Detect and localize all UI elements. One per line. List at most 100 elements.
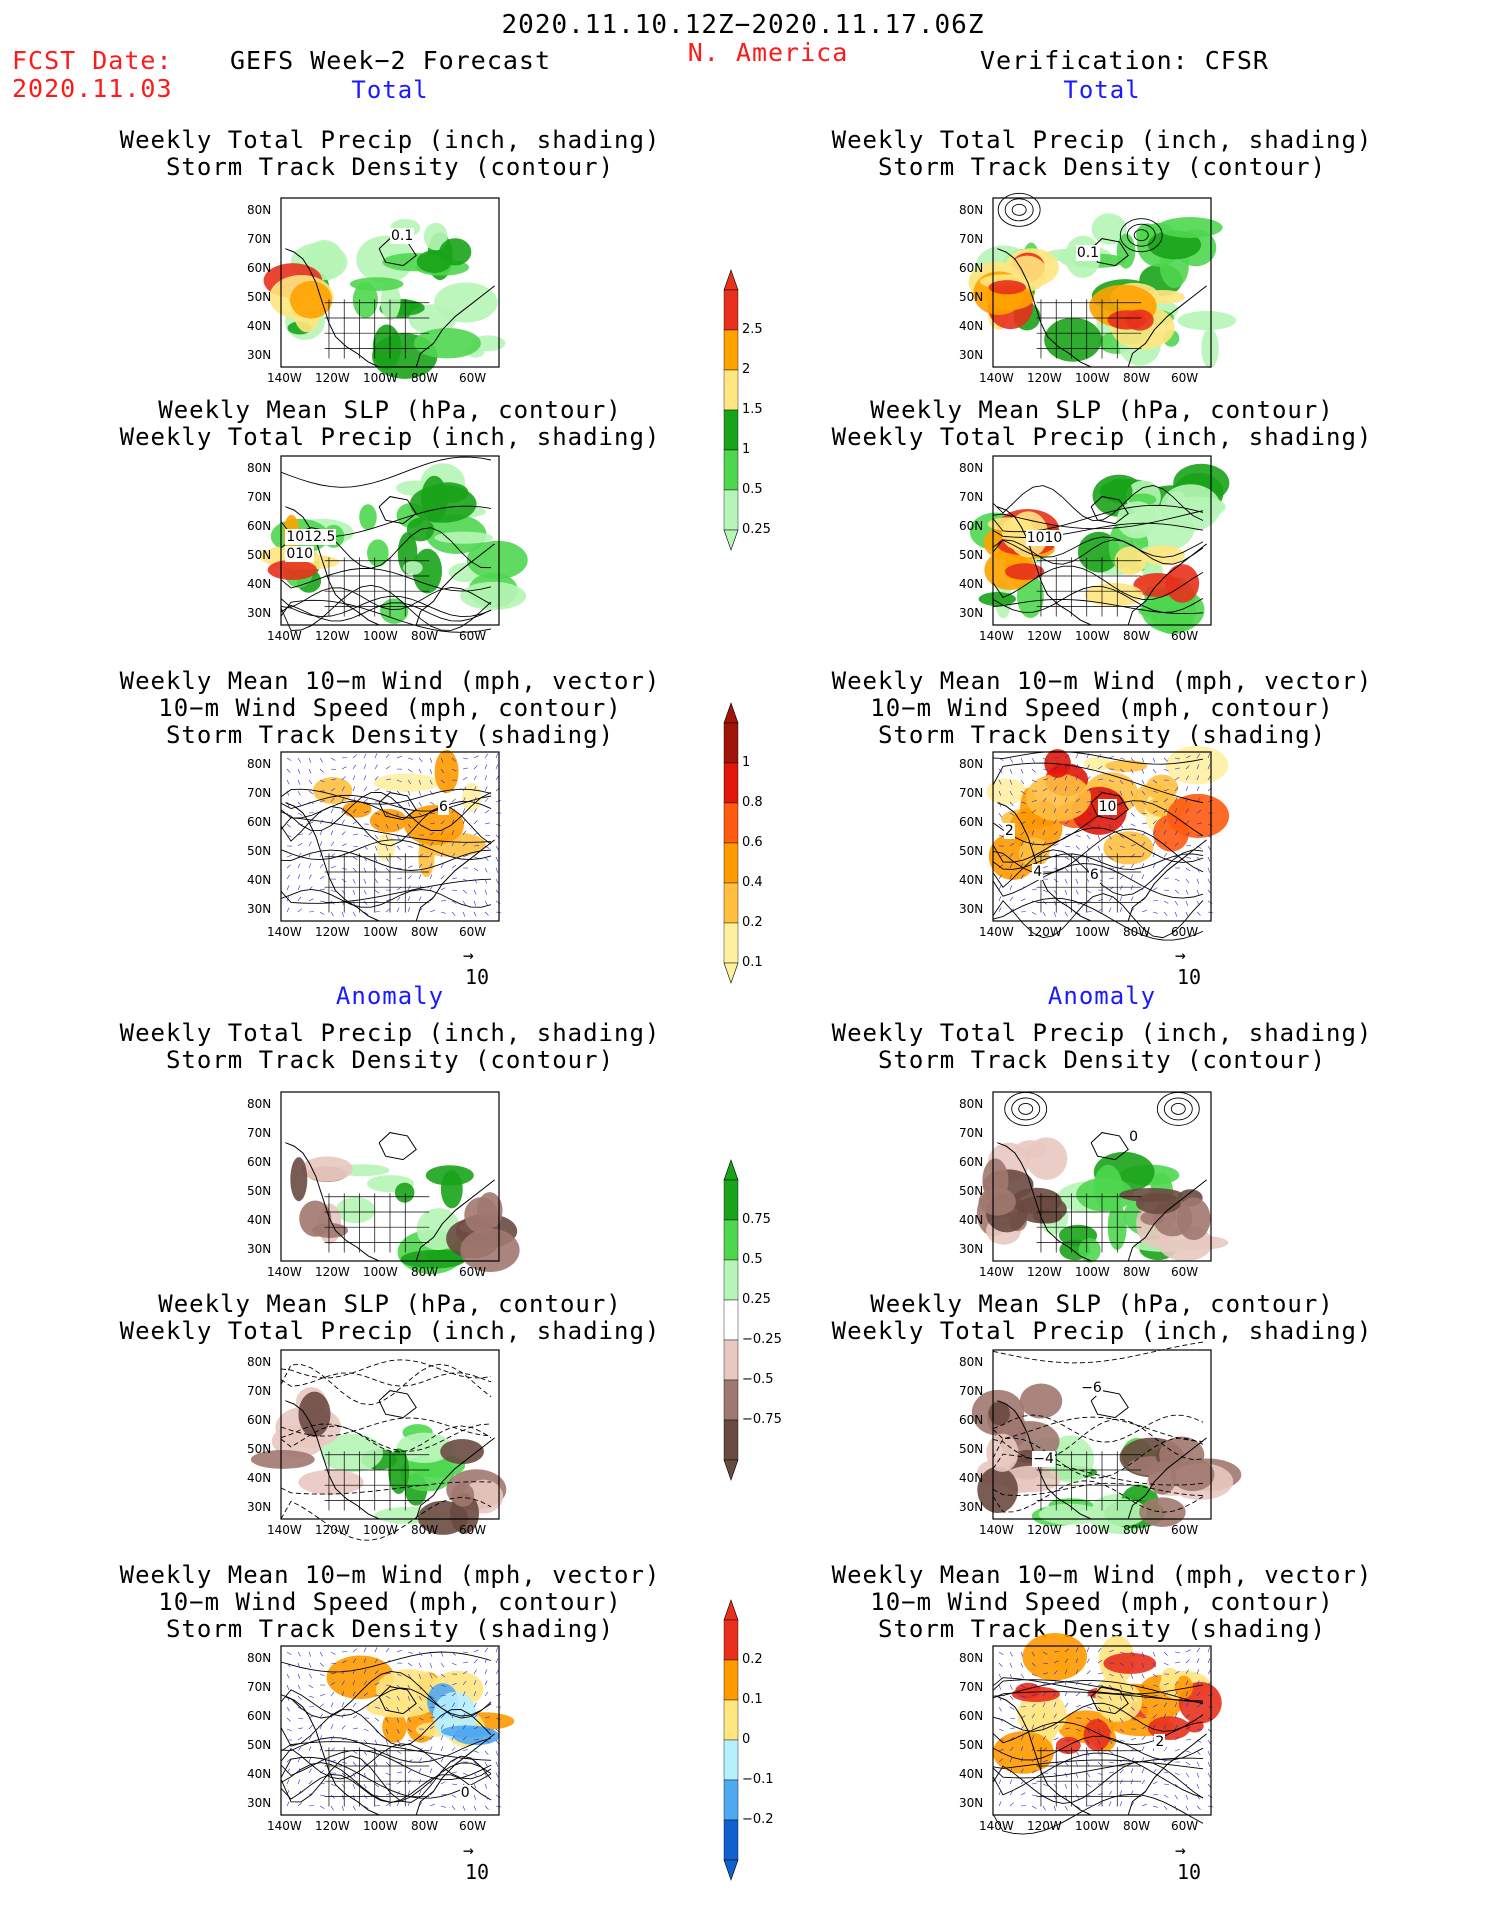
wind-vector: [1141, 1716, 1147, 1719]
wind-vector: [495, 845, 499, 851]
wind-vector: [1009, 1790, 1014, 1796]
lon-tick-label: 120W: [315, 629, 350, 643]
wind-vector: [462, 900, 466, 906]
wind-vector: [1207, 1772, 1211, 1778]
wind-vector: [451, 830, 455, 836]
wind-vector: [385, 845, 389, 851]
colorbar-label: 0.25: [742, 1292, 771, 1307]
wind-vector: [407, 1769, 412, 1774]
wind-vector: [495, 867, 499, 873]
colorbar-segment: [723, 722, 739, 764]
track-contour: [1133, 229, 1149, 242]
wind-vector: [1207, 753, 1211, 759]
wind-vector: [1020, 1662, 1024, 1668]
wind-vector: [451, 1662, 457, 1666]
colorbar-bottom-arrow: [723, 1459, 739, 1481]
wind-vector: [462, 776, 468, 781]
lat-tick-label: 30N: [247, 348, 272, 362]
map-canvas: [280, 1645, 515, 1816]
precip-heavy-shade: [1084, 582, 1143, 607]
wind-vector: [1086, 776, 1091, 781]
wind-vector: [396, 907, 400, 913]
wind-vector: [1031, 1662, 1036, 1667]
track-contour: [1018, 1102, 1034, 1115]
wind-vector: [396, 1761, 402, 1764]
map-frame: [992, 1349, 1212, 1520]
wind-vector: [286, 1768, 290, 1774]
map-frame: [992, 197, 1212, 368]
precip-anom-neg-shade: [1025, 1137, 1068, 1180]
lat-tick-label: 80N: [959, 757, 984, 771]
wind-vector: [385, 856, 389, 862]
wind-vector: [1020, 812, 1027, 814]
wind-vector: [484, 775, 488, 781]
wind-vector: [308, 790, 314, 795]
wind-vector: [330, 1713, 334, 1719]
wind-vector: [1196, 1794, 1200, 1800]
section-anomaly-forecast: Anomaly: [335, 982, 445, 1010]
slp-contour: [992, 585, 1204, 613]
lat-tick-label: 30N: [959, 348, 984, 362]
wind-vector: [451, 864, 457, 869]
wind-vector: [1185, 867, 1191, 872]
wind-vector: [1064, 878, 1068, 884]
slp-anom-contour: [280, 1425, 492, 1453]
lat-tick-label: 70N: [959, 1384, 984, 1398]
wind-vector: [319, 1724, 323, 1730]
wind-vector: [1075, 834, 1081, 838]
wind-vector: [385, 753, 390, 759]
wind-vector: [297, 1662, 301, 1668]
wind-vector: [1130, 823, 1136, 827]
wind-vector: [1020, 874, 1024, 880]
wind-vector: [396, 856, 402, 860]
wind-vector: [418, 1757, 423, 1763]
lat-tick-label: 60N: [959, 261, 984, 275]
slp-anom-contour: [280, 1372, 492, 1387]
wind-vector: [1196, 753, 1201, 759]
wind-vector: [440, 900, 447, 902]
wind-vector: [495, 775, 499, 781]
lat-tick-label: 70N: [247, 490, 272, 504]
wind-vector: [1108, 790, 1113, 795]
wind-vector: [1119, 1684, 1123, 1690]
wind-vector: [407, 757, 413, 760]
colorbar-top-arrow: [723, 1599, 739, 1621]
wind-vector: [1141, 790, 1146, 795]
wind-vector: [1130, 874, 1134, 880]
wind-vector: [319, 852, 323, 858]
precip-anom-neg-shade: [986, 1433, 1019, 1472]
map-frame: [280, 1349, 500, 1520]
wind-vector: [1009, 1717, 1015, 1720]
lat-tick-label: 40N: [247, 1767, 272, 1781]
wind-vector: [308, 1662, 312, 1668]
map-frame: [992, 1091, 1212, 1262]
wind-vector: [297, 874, 301, 880]
lat-tick-label: 80N: [247, 1097, 272, 1111]
region-title: N. America: [687, 38, 849, 67]
colorbar-label: −0.25: [742, 1332, 782, 1347]
wind-vector: [385, 1706, 390, 1711]
wind-vector: [385, 1684, 391, 1687]
wind-vector: [998, 896, 1002, 902]
wind-anom-contour: [992, 1677, 1204, 1695]
slp-anom-contour: [280, 1481, 492, 1495]
wind-vector: [1130, 1695, 1134, 1701]
wind-vector: [1163, 1692, 1168, 1697]
wind-vector: [473, 1714, 478, 1719]
lat-tick-label: 80N: [959, 1355, 984, 1369]
lon-tick-label: 60W: [1171, 1819, 1199, 1833]
precip-shade: [1106, 478, 1133, 504]
wind-vector: [396, 896, 401, 902]
wind-vector: [352, 1761, 357, 1766]
wind-vector: [462, 842, 467, 847]
wind-vector: [1097, 1739, 1101, 1745]
precip-heavy-shade: [1165, 564, 1200, 603]
wind-vector: [1108, 1728, 1112, 1734]
wind-vector: [1042, 1735, 1047, 1741]
forecast-title: GEFS Week−2 Forecast: [230, 46, 552, 75]
wind-vector: [429, 831, 435, 836]
wind-vector: [495, 1658, 499, 1664]
wind-vector: [341, 1713, 345, 1719]
wind-vector: [1108, 1706, 1112, 1712]
wind-vector: [1141, 1757, 1145, 1763]
